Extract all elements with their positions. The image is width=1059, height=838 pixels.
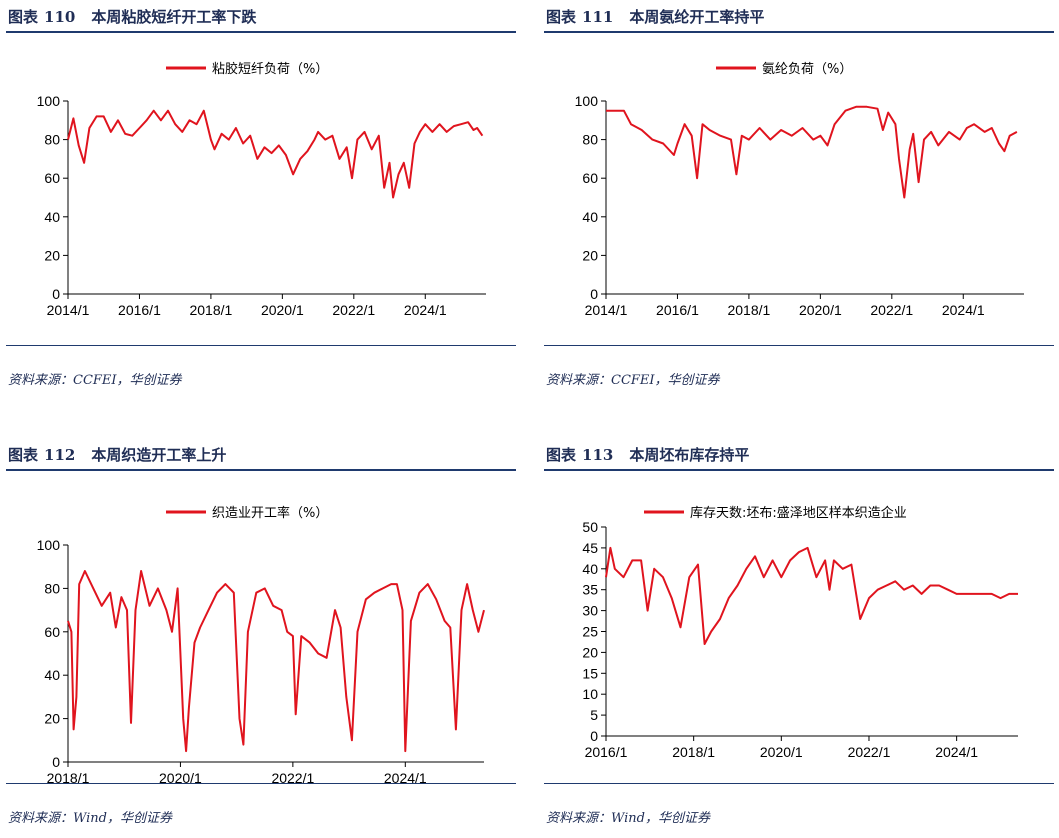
title-divider: [6, 31, 516, 33]
y-tick-label: 10: [582, 686, 598, 702]
y-tick-label: 60: [582, 170, 598, 186]
x-tick-label: 2016/1: [118, 302, 161, 318]
legend-label: 粘胶短纤负荷（%）: [212, 61, 328, 77]
chart-panel-112: 图表 112 本周织造开工率上升 0 20 40 60 80 100 2018/1 2020/1 2…: [6, 438, 521, 838]
y-tick-label: 20: [582, 644, 598, 660]
x-tick-label: 2018/1: [47, 770, 90, 786]
source-note: 资料来源：CCFEI，华创证券: [8, 373, 182, 388]
chart-panel-110: 图表 110 本周粘胶短纤开工率下跌 0 20 40 60 80 100 2014/1 2016/…: [6, 0, 521, 400]
x-tick-label: 2014/1: [585, 302, 628, 318]
x-tick-label: 2016/1: [585, 744, 628, 760]
source-note: 资料来源：Wind，华创证券: [8, 811, 172, 826]
x-tick-label: 2022/1: [848, 744, 891, 760]
chart-panel-113: 图表 113 本周坯布库存持平 0 5 10 15 20 25 30 35 40 45 50 2016/1…: [544, 438, 1059, 838]
y-tick-label: 100: [575, 93, 599, 109]
x-tick-label: 2020/1: [799, 302, 842, 318]
y-tick-label: 0: [52, 754, 60, 770]
y-tick-label: 40: [582, 209, 598, 225]
title-divider: [6, 469, 516, 471]
y-tick-label: 80: [44, 580, 60, 596]
source-divider: [6, 345, 516, 346]
x-tick-label: 2022/1: [271, 770, 314, 786]
y-tick-label: 100: [37, 93, 61, 109]
line-chart: 0 20 40 60 80 100 2018/1 2020/1 2022/1 2024/1 织造业开…: [37, 505, 485, 786]
y-tick-label: 50: [582, 519, 598, 535]
legend-label: 氨纶负荷（%）: [762, 62, 852, 77]
y-tick-label: 35: [582, 582, 598, 598]
series-line: [605, 546, 1018, 645]
x-tick-label: 2024/1: [384, 770, 427, 786]
x-tick-label: 2024/1: [942, 302, 985, 318]
y-tick-label: 80: [582, 132, 598, 148]
y-tick-label: 40: [582, 561, 598, 577]
y-tick-label: 20: [582, 247, 598, 263]
y-tick-label: 0: [590, 728, 598, 744]
y-tick-label: 5: [590, 707, 598, 723]
figure-title: 图表 113 本周坯布库存持平: [546, 446, 750, 464]
y-tick-label: 25: [582, 624, 598, 640]
chart-panel-111: 图表 111 本周氨纶开工率持平 0 20 40 60 80 100 2014/1 2016/1 2…: [544, 0, 1059, 400]
x-tick-label: 2014/1: [47, 302, 90, 318]
series-line: [67, 109, 484, 199]
source-divider: [6, 783, 516, 784]
title-divider: [544, 31, 1054, 33]
x-tick-label: 2018/1: [727, 302, 770, 318]
line-chart: 0 20 40 60 80 100 2014/1 2016/1 2018/1 2020/1 2022…: [37, 61, 486, 318]
y-tick-label: 0: [52, 286, 60, 302]
x-tick-label: 2020/1: [159, 770, 202, 786]
line-chart: 0 20 40 60 80 100 2014/1 2016/1 2018/1 2020/1 2022…: [575, 62, 1024, 318]
x-tick-label: 2022/1: [332, 302, 375, 318]
y-tick-label: 80: [44, 132, 60, 148]
x-tick-label: 2018/1: [672, 744, 715, 760]
source-divider: [544, 345, 1054, 346]
x-tick-label: 2022/1: [870, 302, 913, 318]
y-tick-label: 30: [582, 603, 598, 619]
x-tick-label: 2016/1: [656, 302, 699, 318]
y-tick-label: 40: [44, 209, 60, 225]
y-tick-label: 60: [44, 624, 60, 640]
x-tick-label: 2024/1: [935, 744, 978, 760]
x-tick-label: 2020/1: [261, 302, 304, 318]
x-tick-label: 2024/1: [404, 302, 447, 318]
legend-label: 库存天数:坯布:盛泽地区样本织造企业: [690, 505, 907, 521]
figure-title: 图表 110 本周粘胶短纤开工率下跌: [8, 8, 257, 26]
source-note: 资料来源：Wind，华创证券: [546, 811, 710, 826]
source-divider: [544, 783, 1054, 784]
y-tick-label: 100: [37, 537, 61, 553]
source-note: 资料来源：CCFEI，华创证券: [546, 373, 720, 388]
x-tick-label: 2018/1: [189, 302, 232, 318]
y-tick-label: 60: [44, 170, 60, 186]
x-tick-label: 2020/1: [760, 744, 803, 760]
y-tick-label: 20: [44, 711, 60, 727]
series-line: [606, 105, 1018, 199]
line-chart: 0 5 10 15 20 25 30 35 40 45 50 2016/1 2018/1 2020/1 20…: [582, 505, 1018, 760]
title-divider: [544, 469, 1054, 471]
y-tick-label: 45: [582, 540, 598, 556]
y-tick-label: 40: [44, 667, 60, 683]
legend-label: 织造业开工率（%）: [212, 505, 328, 521]
series-line: [67, 570, 485, 753]
y-tick-label: 20: [44, 247, 60, 263]
figure-title: 图表 111 本周氨纶开工率持平: [546, 8, 765, 26]
y-tick-label: 0: [590, 286, 598, 302]
y-tick-label: 15: [582, 665, 598, 681]
figure-title: 图表 112 本周织造开工率上升: [8, 446, 227, 464]
